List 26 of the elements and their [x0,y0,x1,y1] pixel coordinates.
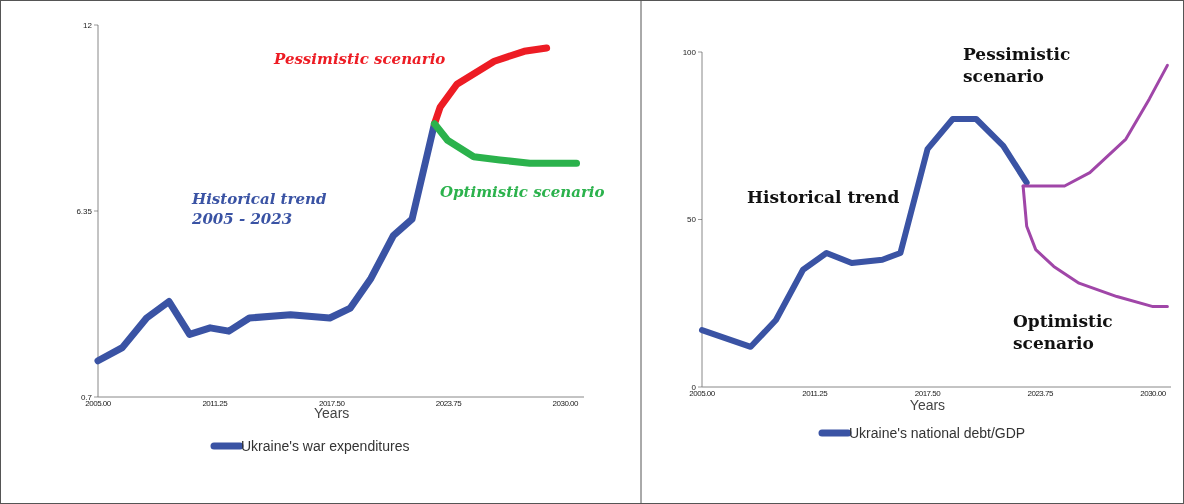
legend-label: Ukraine's national debt/GDP [849,425,1026,441]
annotation: Optimistic scenario [1013,311,1113,354]
y-tick-label: 6.35 [76,206,93,216]
x-tick-label: 2017.50 [318,399,346,408]
x-tick-label: 2030.00 [1140,389,1167,398]
y-tick-label: 0.7 [80,392,93,402]
y-tick-label: 100 [682,47,697,57]
x-tick-label: 2023.75 [1027,389,1054,398]
y-tick-label: 0 [691,382,697,392]
y-tick-label: 50 [687,215,697,224]
x-axis-title: Years [314,405,350,421]
annotation: Historical trend 2005 - 2023 [191,190,327,228]
annotation: Optimistic scenario [440,183,605,201]
x-tick-label: 2017.50 [914,389,942,398]
x-tick-label: 2011.25 [202,399,229,408]
annotation: Pessimistic scenario [273,50,446,68]
x-tick-label: 2011.25 [802,389,829,398]
x-axis-title: Years [909,397,946,413]
legend-label: Ukraine's war expenditures [241,438,410,454]
annotation: Pessimistic scenario [963,44,1071,87]
x-tick-label: 2023.75 [435,399,463,408]
annotation: Historical trend [747,187,900,207]
x-tick-label: 2005.00 [689,389,716,398]
x-tick-label: 2030.00 [552,399,580,408]
y-tick-label: 12 [83,20,93,30]
x-tick-label: 2005.00 [85,399,112,408]
